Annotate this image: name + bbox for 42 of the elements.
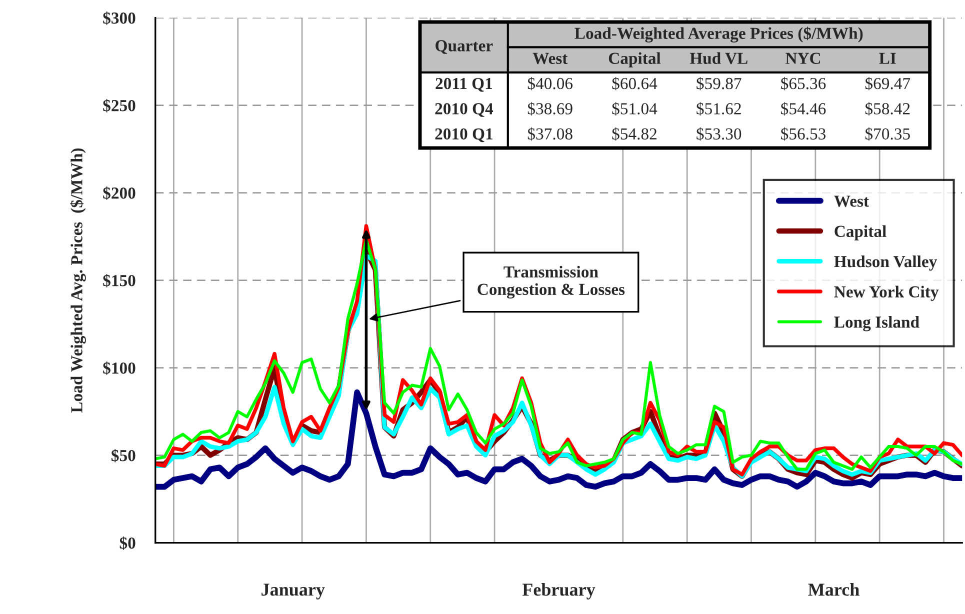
y-tick-label: $100 — [103, 362, 136, 375]
annotation: 2010 Q1 — [435, 128, 492, 142]
x-tick-label: March — [808, 583, 860, 596]
annotation: $60.64 — [612, 76, 658, 90]
y-tick-label: $0 — [120, 536, 136, 550]
annotation: $70.35 — [865, 127, 910, 141]
annotation: $54.82 — [612, 127, 656, 141]
annotation: NYC — [786, 52, 820, 64]
annotation: Transmission Congestion & Losses — [478, 266, 625, 298]
legend-label: Capital — [834, 225, 886, 240]
annotation: $69.47 — [865, 76, 910, 90]
annotation: Quarter — [436, 40, 493, 54]
legend-label: Long Island — [834, 316, 920, 332]
legend-label: New York City — [834, 286, 939, 301]
legend-label: West — [834, 196, 869, 207]
y-tick-label: $50 — [112, 448, 136, 462]
annotation: $51.04 — [612, 102, 658, 116]
y-tick-label: $200 — [103, 186, 136, 200]
annotation: $65.36 — [781, 76, 826, 90]
y-tick-label: $150 — [103, 274, 136, 288]
x-tick-label: January — [262, 584, 325, 600]
annotation: 2011 Q1 — [436, 78, 492, 92]
y-tick-label: $300 — [103, 12, 136, 25]
annotation: $37.08 — [528, 127, 572, 141]
legend-label: Hudson Valley — [834, 255, 938, 271]
annotation: Load-Weighted Average Prices ($/MWh) — [574, 26, 863, 42]
x-tick-label: February — [522, 583, 596, 600]
y-axis-title: Load Weighted Avg. Prices ($/MWh) — [70, 148, 86, 413]
annotation: $59.87 — [696, 76, 742, 90]
annotation: $51.62 — [696, 102, 741, 116]
annotation: $53.30 — [696, 127, 742, 141]
y-tick-label: $250 — [103, 99, 136, 112]
annotation: 2010 Q4 — [435, 103, 494, 117]
annotation: $56.53 — [781, 127, 826, 141]
annotation: $40.06 — [528, 76, 573, 90]
annotation: LI — [879, 52, 896, 64]
annotation: $54.46 — [781, 102, 826, 116]
annotation: $58.42 — [865, 102, 910, 116]
annotation: Capital — [608, 52, 661, 68]
annotation: Hud VL — [690, 52, 748, 64]
annotation: $38.69 — [528, 102, 572, 116]
annotation: West — [532, 52, 568, 64]
